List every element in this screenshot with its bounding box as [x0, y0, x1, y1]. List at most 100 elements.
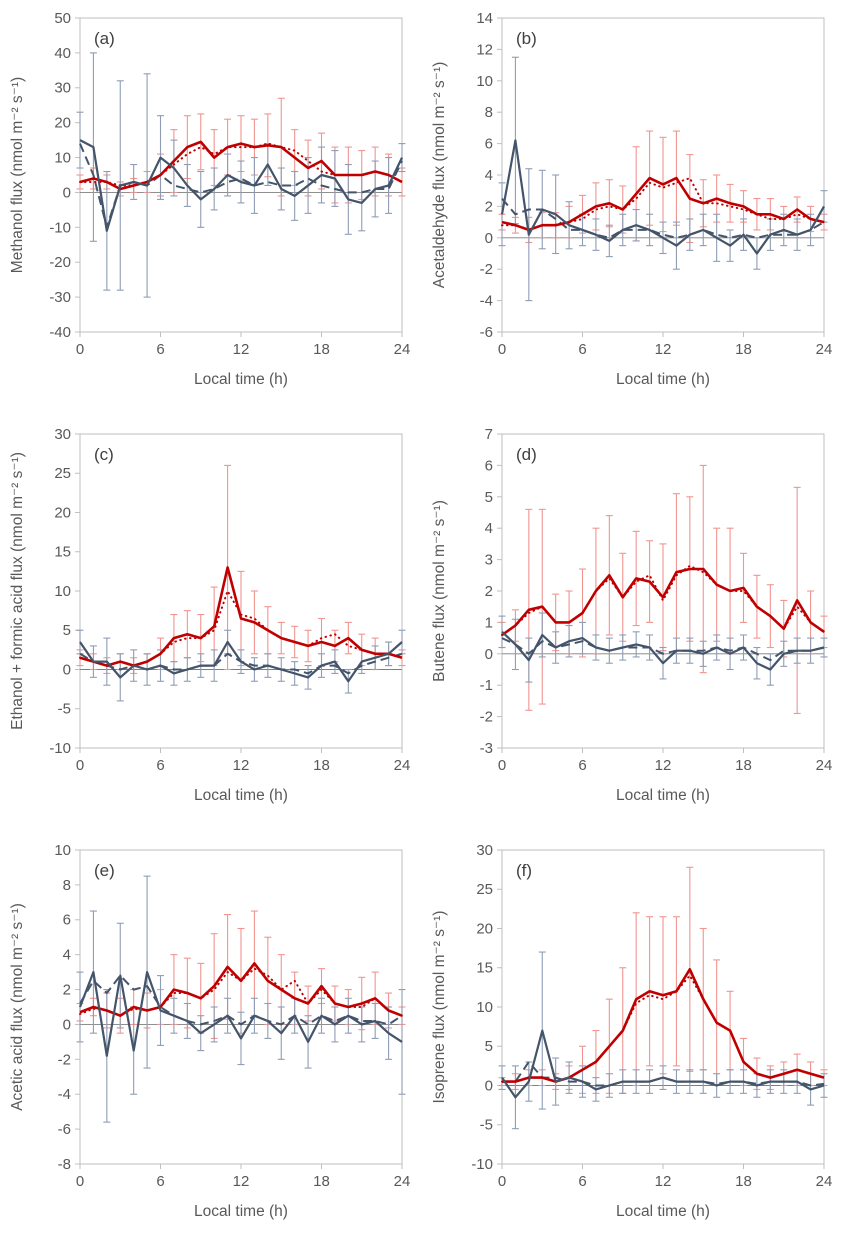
svg-text:6: 6	[156, 1173, 164, 1190]
svg-text:12: 12	[233, 1173, 250, 1190]
svg-text:3: 3	[485, 552, 493, 569]
svg-text:0: 0	[498, 1173, 506, 1190]
svg-text:12: 12	[655, 341, 672, 358]
svg-text:6: 6	[156, 757, 164, 774]
svg-text:15: 15	[54, 544, 71, 561]
svg-text:0: 0	[498, 341, 506, 358]
svg-text:24: 24	[816, 341, 833, 358]
svg-text:0: 0	[76, 341, 84, 358]
svg-text:7: 7	[485, 426, 493, 443]
svg-text:24: 24	[394, 757, 411, 774]
svg-text:0: 0	[76, 1173, 84, 1190]
svg-text:24: 24	[816, 1173, 833, 1190]
svg-text:Local time (h): Local time (h)	[194, 787, 288, 804]
svg-text:(c): (c)	[94, 445, 114, 464]
svg-text:30: 30	[476, 842, 493, 859]
svg-text:30: 30	[54, 80, 71, 97]
panel-d: -3 -2 -1 0 1 2 3 4 5 6 7 0 6 12 18 24 (d) Local time (h) B…	[422, 416, 844, 832]
svg-text:30: 30	[54, 426, 71, 443]
panel-c: -10 -5 0 5 10 15 20 25 30 0 6 12 18 24 (c) Local time (…	[0, 416, 422, 832]
svg-text:12: 12	[655, 757, 672, 774]
panel-f-chart: -10 -5 0 5 10 15 20 25 30 0 6 12 18 24 (f) Local time (…	[431, 842, 833, 1220]
svg-text:-6: -6	[480, 324, 493, 341]
svg-text:Local time (h): Local time (h)	[616, 371, 710, 388]
svg-text:18: 18	[735, 341, 752, 358]
svg-text:10: 10	[54, 150, 71, 167]
svg-text:2: 2	[63, 982, 71, 999]
svg-text:12: 12	[233, 341, 250, 358]
svg-text:0: 0	[485, 230, 493, 247]
svg-text:18: 18	[313, 341, 330, 358]
svg-text:Methanol flux (nmol m⁻² s⁻¹): Methanol flux (nmol m⁻² s⁻¹)	[9, 77, 26, 273]
svg-text:18: 18	[313, 1173, 330, 1190]
svg-text:10: 10	[54, 842, 71, 859]
svg-text:2: 2	[485, 198, 493, 215]
svg-text:-2: -2	[58, 1051, 71, 1068]
svg-text:24: 24	[394, 341, 411, 358]
svg-text:-1: -1	[480, 677, 493, 694]
svg-text:25: 25	[476, 881, 493, 898]
svg-text:-8: -8	[58, 1156, 71, 1173]
svg-text:6: 6	[578, 757, 586, 774]
svg-text:5: 5	[485, 1038, 493, 1055]
svg-text:40: 40	[54, 45, 71, 62]
svg-text:-30: -30	[49, 289, 71, 306]
svg-text:(f): (f)	[516, 861, 532, 880]
panel-e: -8 -6 -4 -2 0 2 4 6 8 10 0 6 12 18 24 (e) Local time (h)…	[0, 832, 422, 1248]
svg-text:-3: -3	[480, 740, 493, 757]
svg-text:14: 14	[476, 10, 493, 27]
svg-text:12: 12	[655, 1173, 672, 1190]
svg-text:10: 10	[54, 583, 71, 600]
svg-text:4: 4	[63, 947, 71, 964]
svg-text:18: 18	[735, 1173, 752, 1190]
svg-text:6: 6	[578, 1173, 586, 1190]
svg-text:(b): (b)	[516, 29, 537, 48]
panel-b: -6 -4 -2 0 2 4 6 8 10 12 14 0 6 12 18 24 (b) Local time (…	[422, 0, 844, 416]
svg-text:0: 0	[498, 757, 506, 774]
svg-text:15: 15	[476, 960, 493, 977]
svg-text:0: 0	[76, 757, 84, 774]
svg-text:5: 5	[63, 622, 71, 639]
svg-text:-5: -5	[58, 701, 71, 718]
panel-c-chart: -10 -5 0 5 10 15 20 25 30 0 6 12 18 24 (c) Local time (…	[9, 426, 411, 804]
svg-text:20: 20	[54, 504, 71, 521]
panel-f: -10 -5 0 5 10 15 20 25 30 0 6 12 18 24 (f) Local time (…	[422, 832, 844, 1248]
svg-text:Butene flux (nmol m⁻² s⁻¹): Butene flux (nmol m⁻² s⁻¹)	[431, 500, 448, 682]
svg-text:Local time (h): Local time (h)	[194, 371, 288, 388]
svg-text:-2: -2	[480, 261, 493, 278]
svg-text:5: 5	[485, 489, 493, 506]
svg-text:-10: -10	[49, 219, 71, 236]
svg-text:Ethanol + formic acid flux (nm: Ethanol + formic acid flux (nmol m⁻² s⁻¹…	[9, 452, 26, 730]
svg-text:-4: -4	[58, 1086, 71, 1103]
svg-text:(d): (d)	[516, 445, 537, 464]
svg-text:6: 6	[578, 341, 586, 358]
svg-text:6: 6	[156, 341, 164, 358]
svg-text:-4: -4	[480, 293, 493, 310]
svg-text:24: 24	[816, 757, 833, 774]
svg-text:24: 24	[394, 1173, 411, 1190]
svg-text:20: 20	[54, 115, 71, 132]
svg-text:10: 10	[476, 73, 493, 90]
svg-text:Isoprene flux (nmol m⁻² s⁻¹): Isoprene flux (nmol m⁻² s⁻¹)	[431, 911, 448, 1104]
svg-text:-20: -20	[49, 254, 71, 271]
svg-text:0: 0	[485, 646, 493, 663]
panel-a-chart: -40 -30 -20 -10 0 10 20 30 40 50 0 6 12 18 24 (a) Local …	[9, 10, 411, 388]
svg-text:Local time (h): Local time (h)	[194, 1203, 288, 1220]
svg-text:Local time (h): Local time (h)	[616, 787, 710, 804]
svg-text:1: 1	[485, 614, 493, 631]
svg-text:6: 6	[485, 457, 493, 474]
svg-text:0: 0	[485, 1077, 493, 1094]
svg-text:-2: -2	[480, 709, 493, 726]
svg-text:18: 18	[735, 757, 752, 774]
svg-text:-5: -5	[480, 1117, 493, 1134]
svg-text:8: 8	[485, 104, 493, 121]
svg-text:-10: -10	[471, 1156, 493, 1173]
svg-text:Acetic acid flux (nmol m⁻² s⁻¹: Acetic acid flux (nmol m⁻² s⁻¹)	[9, 903, 26, 1111]
svg-text:4: 4	[485, 167, 493, 184]
svg-text:10: 10	[476, 999, 493, 1016]
svg-text:(e): (e)	[94, 861, 115, 880]
